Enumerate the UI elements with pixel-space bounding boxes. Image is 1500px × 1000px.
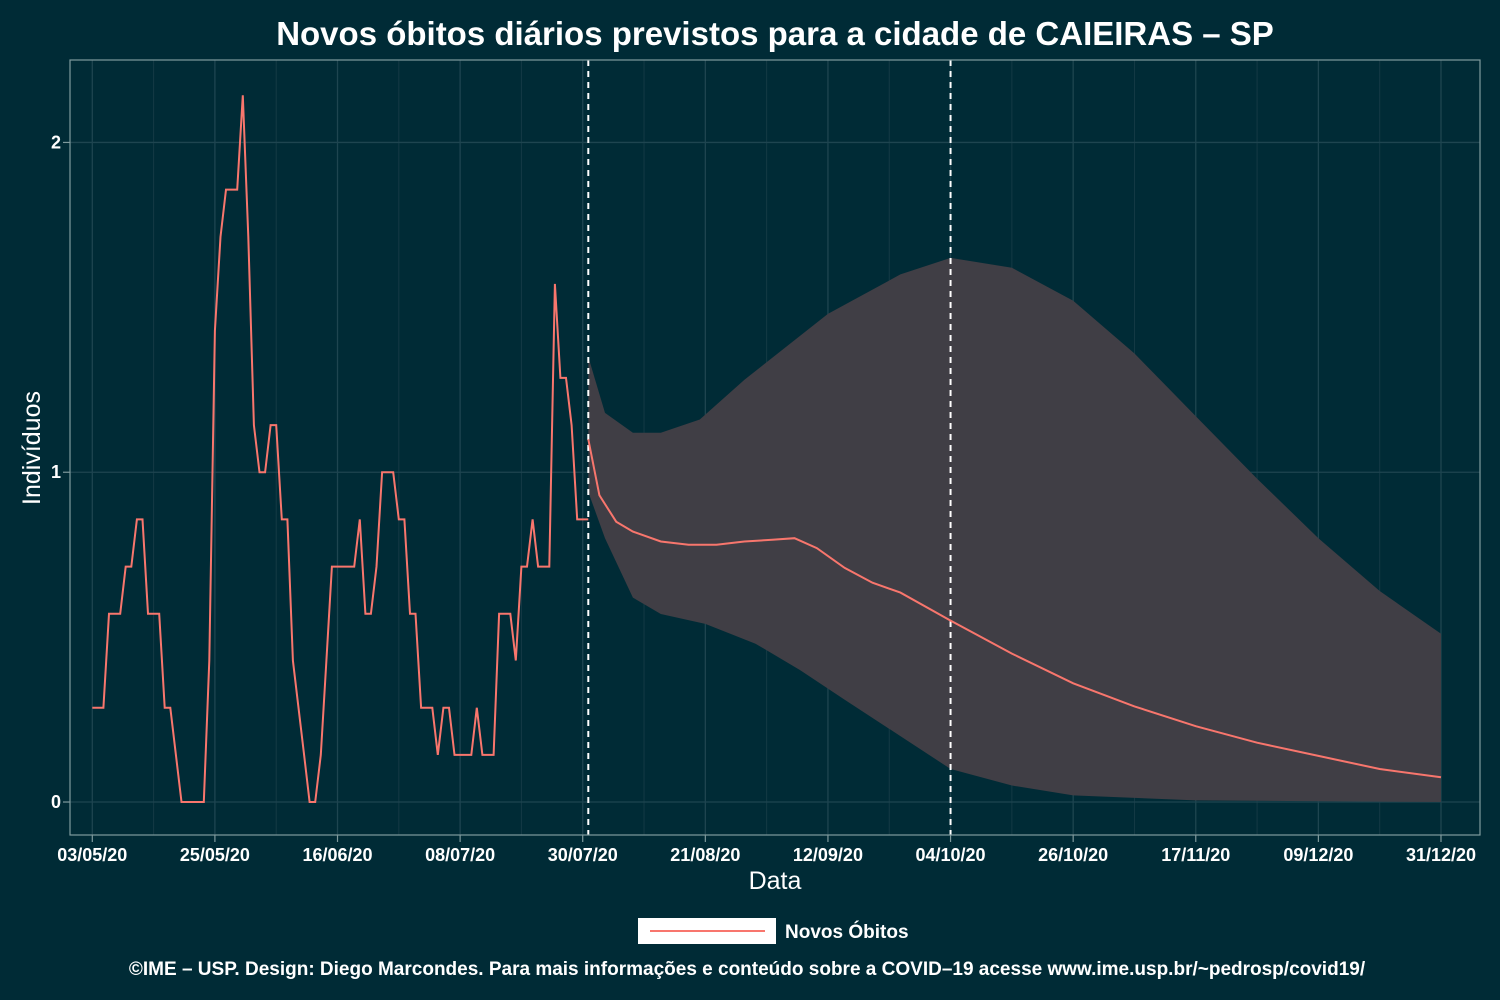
x-tick-label: 26/10/20 <box>1038 845 1108 865</box>
legend-label: Novos Óbitos <box>785 921 909 943</box>
x-tick-label: 17/11/20 <box>1161 845 1230 865</box>
x-tick-label: 12/09/20 <box>793 845 863 865</box>
x-tick-label: 30/07/20 <box>548 845 618 865</box>
plot-area <box>69 59 1481 836</box>
x-axis-title: Data <box>749 867 802 895</box>
chart-title: Novos óbitos diários previstos para a ci… <box>276 15 1274 52</box>
x-tick-label: 21/08/20 <box>670 845 740 865</box>
x-tick-label: 04/10/20 <box>916 845 986 865</box>
y-axis-title: Indivíduos <box>18 391 46 505</box>
y-tick-label: 1 <box>51 462 61 482</box>
forecast-line <box>587 439 1442 779</box>
caption: ©IME – USP. Design: Diego Marcondes. Par… <box>129 959 1366 980</box>
plot-border <box>69 59 1481 836</box>
confidence-band <box>588 257 1441 802</box>
x-tick-label: 31/12/20 <box>1406 845 1476 865</box>
observed-line <box>92 95 589 803</box>
legend: Novos Óbitos <box>638 918 909 944</box>
x-tick-label: 09/12/20 <box>1283 845 1353 865</box>
reference-lines <box>587 60 952 835</box>
x-axis-ticks: 03/05/20 25/05/20 16/06/20 08/07/20 30/07/20… <box>57 835 1476 865</box>
x-tick-label: 25/05/20 <box>180 845 250 865</box>
y-axis-ticks: 0 1 2 <box>51 132 70 812</box>
x-tick-label: 16/06/20 <box>302 845 372 865</box>
x-tick-label: 08/07/20 <box>425 845 495 865</box>
y-tick-label: 0 <box>51 792 61 812</box>
y-tick-label: 2 <box>51 132 61 152</box>
x-tick-label: 03/05/20 <box>57 845 127 865</box>
